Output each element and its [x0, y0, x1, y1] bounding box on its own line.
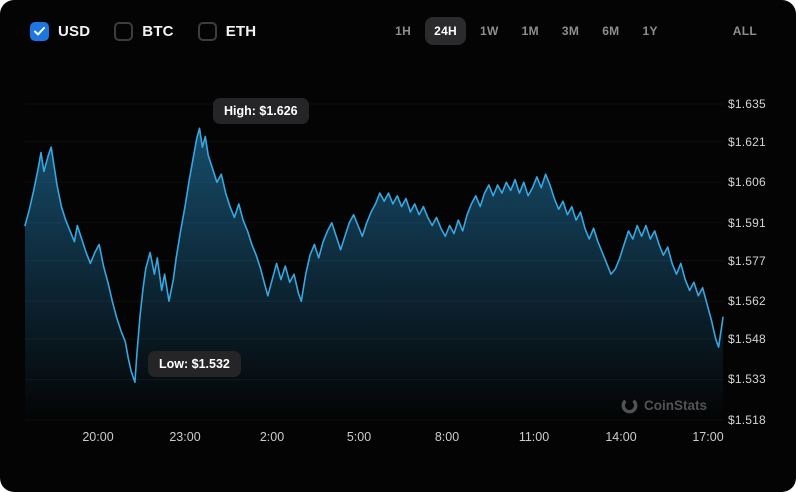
range-button-all[interactable]: ALL: [724, 17, 766, 45]
currency-label-usd: USD: [58, 22, 91, 40]
watermark-label: CoinStats: [644, 398, 708, 413]
currency-label-btc: BTC: [142, 22, 174, 40]
checkbox-checked-icon[interactable]: [30, 21, 49, 41]
price-line: [24, 127, 724, 383]
checkbox-unchecked-icon[interactable]: [197, 21, 217, 41]
check-icon: [34, 26, 45, 35]
range-button-1m[interactable]: 1M: [513, 17, 548, 45]
currency-toggle-btc[interactable]: BTC: [114, 21, 174, 41]
range-selector: 1H 24H 1W 1M 3M 6M 1Y ALL: [386, 17, 766, 45]
currency-toggle-usd[interactable]: USD: [30, 21, 91, 41]
watermark: CoinStats: [621, 397, 707, 414]
price-area: [25, 128, 723, 421]
range-button-6m[interactable]: 6M: [593, 17, 628, 45]
high-tooltip: High: $1.626: [213, 98, 309, 124]
checkbox-unchecked-icon[interactable]: [114, 21, 134, 41]
range-button-3m[interactable]: 3M: [553, 17, 588, 45]
currency-toggles: USD BTC ETH: [30, 21, 257, 41]
range-button-24h[interactable]: 24H: [425, 17, 467, 45]
low-tooltip: Low: $1.532: [148, 351, 241, 377]
range-button-1w[interactable]: 1W: [471, 17, 508, 45]
currency-label-eth: ETH: [225, 22, 257, 40]
currency-toggle-eth[interactable]: ETH: [197, 21, 257, 41]
range-button-1h[interactable]: 1H: [386, 17, 420, 45]
chart-header: USD BTC ETH 1H 24H: [0, 0, 796, 62]
coinstats-logo-icon: [621, 397, 638, 414]
range-button-1y[interactable]: 1Y: [633, 17, 666, 45]
